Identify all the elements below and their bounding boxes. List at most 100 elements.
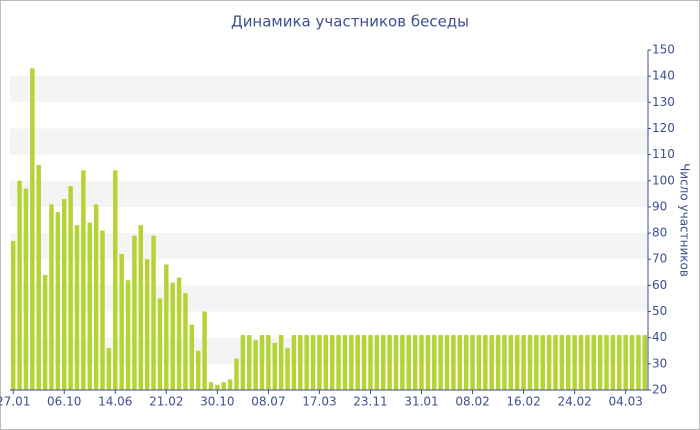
bar — [393, 335, 399, 390]
bar — [629, 335, 635, 390]
bar — [208, 382, 214, 390]
bar — [553, 335, 558, 390]
bar — [559, 335, 565, 390]
bar — [419, 335, 424, 390]
bar — [144, 259, 150, 390]
x-tick-label: 24.02 — [557, 395, 591, 409]
bar — [195, 350, 201, 390]
bar — [266, 335, 271, 390]
y-axis-label: Число участников — [678, 163, 692, 277]
bar — [495, 335, 501, 390]
bar — [17, 180, 22, 390]
y-tick-label: 20 — [652, 383, 667, 397]
bar — [55, 212, 61, 390]
bar — [253, 340, 258, 390]
y-tick-label: 150 — [652, 43, 675, 57]
bar — [438, 335, 443, 390]
bar — [636, 335, 641, 390]
bar — [42, 274, 48, 390]
bar — [540, 335, 545, 390]
grid-band — [10, 76, 648, 103]
bar — [151, 235, 156, 390]
bar — [368, 335, 373, 390]
x-tick-label: 04.03 — [608, 395, 642, 409]
bar — [106, 348, 112, 390]
bar — [355, 335, 360, 390]
bar — [234, 358, 239, 390]
bar — [157, 298, 163, 390]
x-tick-label: 31.01 — [404, 395, 438, 409]
x-tick-label: 21.02 — [149, 395, 183, 409]
bar — [240, 335, 246, 390]
bar — [342, 335, 348, 390]
bar — [23, 188, 29, 390]
x-tick-label: 06.10 — [47, 395, 81, 409]
bar — [578, 335, 584, 390]
bar — [642, 335, 648, 390]
bar — [508, 335, 514, 390]
bar — [170, 282, 175, 390]
x-tick-label: 23.11 — [353, 395, 387, 409]
y-tick-label: 140 — [652, 69, 675, 83]
x-tick-label: 27.01 — [0, 395, 30, 409]
bar — [502, 335, 507, 390]
bar — [476, 335, 482, 390]
x-tick-label: 08.02 — [455, 395, 489, 409]
bar — [138, 225, 144, 390]
y-tick-label: 130 — [652, 95, 675, 109]
bar — [100, 230, 105, 390]
x-tick-label: 17.03 — [302, 395, 336, 409]
bar — [202, 311, 207, 390]
bar — [183, 293, 188, 390]
bar — [49, 204, 54, 390]
bar — [425, 335, 431, 390]
bar — [349, 335, 354, 390]
bar — [247, 335, 252, 390]
y-tick-label: 60 — [652, 278, 667, 292]
y-tick-label: 90 — [652, 199, 667, 213]
bar — [470, 335, 475, 390]
bar — [221, 382, 226, 390]
bar — [125, 280, 131, 390]
bar — [572, 335, 577, 390]
bar — [87, 222, 92, 390]
bar — [336, 335, 341, 390]
y-tick-label: 70 — [652, 252, 667, 266]
bar — [61, 199, 67, 390]
bar — [604, 335, 609, 390]
bar — [534, 335, 539, 390]
bar — [457, 335, 463, 390]
bar — [400, 335, 405, 390]
bar — [164, 264, 169, 390]
bar — [623, 335, 628, 390]
bar — [329, 335, 335, 390]
bar — [81, 170, 86, 390]
grid-band — [10, 285, 648, 312]
bar — [380, 335, 386, 390]
bar — [591, 335, 597, 390]
bar — [310, 335, 316, 390]
bar — [304, 335, 309, 390]
y-tick-label: 30 — [652, 356, 667, 370]
bar — [10, 240, 16, 390]
y-tick-label: 50 — [652, 304, 667, 318]
bar — [68, 186, 73, 390]
bar — [215, 384, 220, 390]
bar — [74, 225, 80, 390]
x-tick-label: 16.02 — [506, 395, 540, 409]
bar — [227, 379, 233, 390]
grid-band — [10, 337, 648, 364]
bar — [113, 170, 118, 390]
y-tick-label: 40 — [652, 330, 667, 344]
bar — [317, 335, 322, 390]
bar — [387, 335, 392, 390]
y-tick-label: 120 — [652, 121, 675, 135]
bar — [285, 348, 290, 390]
bar — [259, 335, 265, 390]
bar — [463, 335, 469, 390]
grid-band — [10, 233, 648, 260]
bar — [597, 335, 603, 390]
bar — [189, 324, 195, 390]
bar — [298, 335, 303, 390]
bar — [291, 335, 297, 390]
